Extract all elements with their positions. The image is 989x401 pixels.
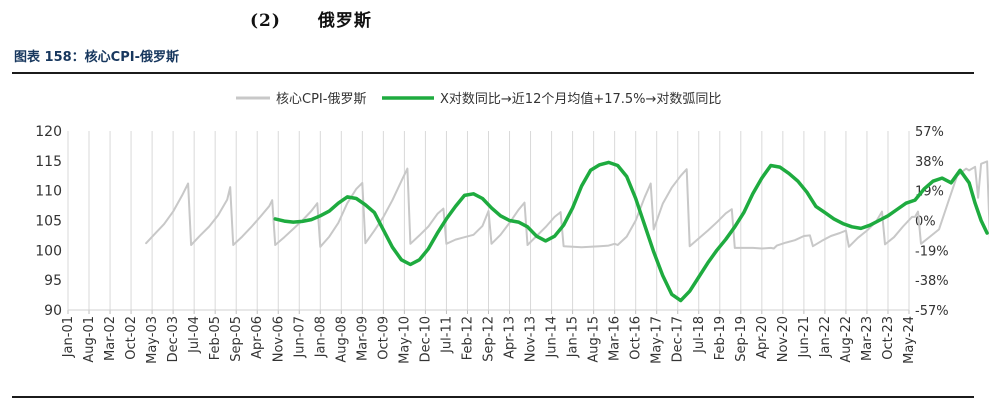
top-rule xyxy=(12,72,974,74)
y2-tick-label: 38% xyxy=(915,155,944,170)
x-tick-label: Oct-23 xyxy=(881,316,896,360)
x-tick-label: Jan-15 xyxy=(566,316,581,358)
x-tick-label: Jan-08 xyxy=(313,316,328,358)
section-title: (2) 俄罗斯 xyxy=(250,6,372,31)
x-tick-label: Aug-22 xyxy=(839,316,854,363)
y-tick-label: 95 xyxy=(44,273,62,289)
x-tick-label: Jan-01 xyxy=(61,316,76,358)
y-tick-label: 120 xyxy=(35,124,62,140)
x-tick-label: Aug-15 xyxy=(587,316,602,363)
y-tick-label: 105 xyxy=(35,214,62,230)
x-tick-label: Mar-16 xyxy=(608,316,623,361)
series-line-core-cpi xyxy=(145,160,989,250)
x-tick-label: Sep-19 xyxy=(734,316,749,362)
y2-tick-label: -19% xyxy=(915,244,949,259)
x-tick-label: Nov-20 xyxy=(776,316,791,362)
x-tick-label: Feb-12 xyxy=(460,316,475,360)
chart-legend: 核心CPI-俄罗斯 X对数同比→近12个月均值+17.5%→对数弧同比 xyxy=(236,91,721,107)
x-tick-label: Sep-05 xyxy=(229,316,244,362)
x-tick-label: Jan-22 xyxy=(818,316,833,358)
x-tick-label: Jul-18 xyxy=(692,316,707,354)
series-line-transform xyxy=(273,160,989,303)
bottom-rule xyxy=(12,396,974,398)
x-tick-label: Apr-06 xyxy=(250,316,265,359)
legend-label-core-cpi: 核心CPI-俄罗斯 xyxy=(276,92,366,107)
section-number: (2) xyxy=(250,11,281,31)
x-tick-label: Apr-20 xyxy=(755,316,770,359)
x-tick-label: Jun-14 xyxy=(545,316,560,359)
x-tick-label: May-03 xyxy=(145,316,160,364)
x-tick-label: May-17 xyxy=(650,316,665,364)
x-tick-label: Nov-13 xyxy=(524,316,539,362)
y2-tick-label: -57% xyxy=(915,304,949,319)
x-tick-label: Mar-23 xyxy=(860,316,875,361)
y-tick-label: 100 xyxy=(35,243,62,259)
x-tick-label: Oct-16 xyxy=(629,316,644,360)
chart-axes: Jan-01 Aug-01 Mar-02 Oct-02 May-03 Dec-03 Jul-… xyxy=(35,124,948,364)
x-tick-label: Mar-09 xyxy=(355,316,370,361)
x-tick-label: Feb-05 xyxy=(208,316,223,360)
x-tick-label: Jun-07 xyxy=(292,316,307,359)
chart-gridlines xyxy=(67,131,910,310)
x-tick-label: Apr-13 xyxy=(503,316,518,359)
chart-series xyxy=(145,160,989,303)
x-tick-label: Aug-01 xyxy=(82,316,97,363)
y-tick-label: 110 xyxy=(35,184,62,200)
y2-tick-label: -38% xyxy=(915,274,949,289)
x-tick-label: Oct-09 xyxy=(376,316,391,360)
x-tick-label: Dec-10 xyxy=(418,316,433,362)
x-tick-label: May-24 xyxy=(902,316,917,364)
x-tick-label: Feb-19 xyxy=(713,316,728,360)
y-tick-label: 90 xyxy=(44,303,62,319)
figure-title: 图表 158：核心CPI-俄罗斯 xyxy=(14,50,179,65)
x-tick-label: Sep-12 xyxy=(482,316,497,362)
legend-label-transform: X对数同比→近12个月均值+17.5%→对数弧同比 xyxy=(440,91,721,107)
x-tick-label: Dec-03 xyxy=(166,316,181,362)
y-tick-label: 115 xyxy=(35,154,62,170)
x-tick-label: Oct-02 xyxy=(124,316,139,360)
x-tick-label: May-10 xyxy=(397,316,412,364)
x-tick-label: Jul-11 xyxy=(439,316,454,354)
x-tick-label: Jul-04 xyxy=(187,316,202,354)
x-tick-label: Aug-08 xyxy=(334,316,349,363)
x-tick-label: Nov-06 xyxy=(271,316,286,362)
x-tick-label: Dec-17 xyxy=(671,316,686,362)
x-tick-label: Jun-21 xyxy=(797,316,812,359)
y2-tick-label: 19% xyxy=(915,185,944,200)
y2-tick-label: 57% xyxy=(915,125,944,140)
x-tick-label: Mar-02 xyxy=(103,316,118,361)
section-title-text: 俄罗斯 xyxy=(317,11,372,31)
